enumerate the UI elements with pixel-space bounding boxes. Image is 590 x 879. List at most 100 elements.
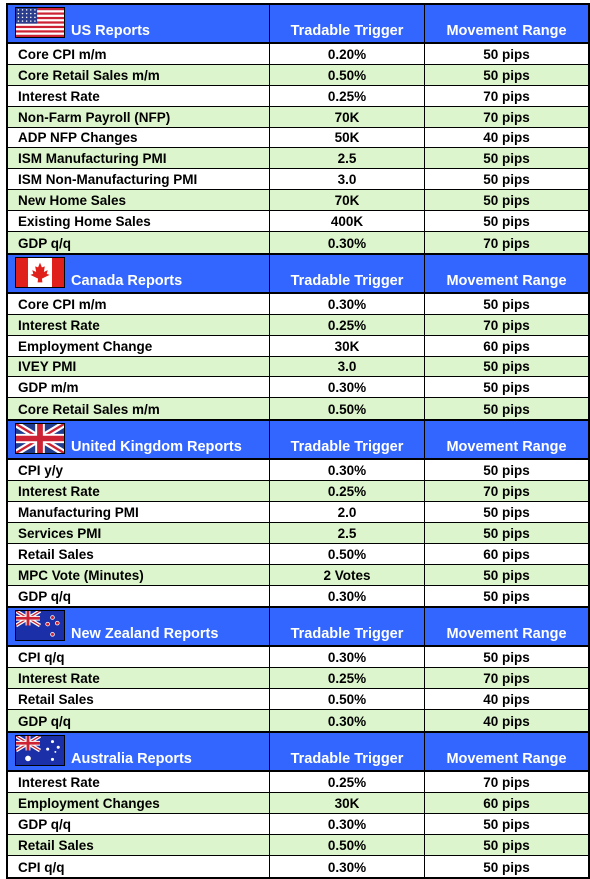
trigger-value: 50K	[334, 130, 360, 146]
range-value: 50 pips	[483, 46, 530, 62]
report-name: Employment Changes	[18, 795, 160, 811]
range-cell: 70 pips	[425, 86, 588, 106]
range-cell: 50 pips	[425, 148, 588, 168]
column-header-trigger: Tradable Trigger	[270, 254, 425, 292]
report-name: ISM Non-Manufacturing PMI	[18, 172, 198, 188]
range-value: 50 pips	[483, 859, 530, 875]
trigger-cell: 3.0	[270, 356, 425, 377]
report-name: Retail Sales	[18, 546, 94, 562]
range-value: 50 pips	[483, 589, 530, 605]
range-cell: 50 pips	[425, 460, 588, 480]
range-value: 50 pips	[483, 402, 530, 418]
trigger-cell: 0.30%	[270, 710, 425, 732]
range-value: 70 pips	[483, 235, 530, 251]
trigger-value: 0.25%	[327, 774, 367, 790]
table-row: Interest Rate 0.25% 70 pips	[8, 85, 588, 107]
trigger-cell: 2.5	[270, 148, 425, 169]
table-row: Retail Sales 0.50% 60 pips	[8, 543, 588, 565]
range-cell: 60 pips	[425, 793, 588, 813]
range-value: 70 pips	[483, 88, 530, 104]
table-row: New Home Sales 70K 50 pips	[8, 190, 588, 212]
report-name: Existing Home Sales	[18, 214, 151, 230]
table-row: MPC Vote (Minutes) 2 Votes 50 pips	[8, 564, 588, 586]
report-name-cell: CPI y/y	[8, 460, 270, 481]
trigger-cell: 70K	[270, 190, 425, 211]
range-value: 50 pips	[483, 193, 530, 209]
report-name-cell: Retail Sales	[8, 834, 270, 855]
table-row: Interest Rate 0.25% 70 pips	[8, 481, 588, 503]
range-value: 50 pips	[483, 359, 530, 375]
report-name-cell: Employment Change	[8, 335, 270, 356]
section-title: New Zealand Reports	[71, 626, 219, 643]
range-cell: 50 pips	[425, 398, 588, 419]
trigger-cell: 0.30%	[270, 813, 425, 834]
range-cell: 60 pips	[425, 336, 588, 356]
range-cell: 70 pips	[425, 315, 588, 335]
report-name-cell: Interest Rate	[8, 481, 270, 502]
report-name-cell: GDP q/q	[8, 710, 270, 732]
table-row: GDP q/q 0.30% 50 pips	[8, 813, 588, 835]
range-value: 50 pips	[483, 151, 530, 167]
range-value: 60 pips	[483, 795, 530, 811]
section-rows: CPI q/q 0.30% 50 pips Interest Rate 0.25…	[8, 647, 588, 732]
section-title: US Reports	[71, 23, 150, 39]
report-name: MPC Vote (Minutes)	[18, 567, 144, 583]
range-value: 50 pips	[483, 837, 530, 853]
column-header-range: Movement Range	[446, 23, 567, 39]
table-row: Interest Rate 0.25% 70 pips	[8, 314, 588, 336]
report-name-cell: Retail Sales	[8, 689, 270, 710]
trigger-value: 0.50%	[327, 67, 367, 83]
trigger-cell: 0.20%	[270, 44, 425, 64]
trigger-value: 0.30%	[327, 589, 367, 605]
range-cell: 50 pips	[425, 357, 588, 377]
trigger-value: 2.5	[337, 151, 357, 167]
range-value: 50 pips	[483, 214, 530, 230]
report-name: Employment Change	[18, 338, 153, 354]
range-value: 50 pips	[483, 296, 530, 312]
range-value: 70 pips	[483, 109, 530, 125]
range-cell: 60 pips	[425, 544, 588, 564]
section-canada: Canada Reports Tradable Trigger Movement…	[8, 254, 588, 422]
report-name: GDP m/m	[18, 380, 79, 396]
range-cell: 50 pips	[425, 586, 588, 607]
column-header-trigger: Tradable Trigger	[270, 5, 425, 42]
trigger-cell: 0.30%	[270, 855, 425, 877]
report-name-cell: Interest Rate	[8, 85, 270, 106]
table-row: CPI q/q 0.30% 50 pips	[8, 647, 588, 669]
reports-table: US Reports Tradable Trigger Movement Ran…	[6, 3, 590, 879]
report-name-cell: Interest Rate	[8, 668, 270, 689]
section-us: US Reports Tradable Trigger Movement Ran…	[8, 5, 588, 255]
trigger-value: 2.0	[337, 504, 357, 520]
range-value: 40 pips	[483, 692, 530, 708]
report-name-cell: Non-Farm Payroll (NFP)	[8, 106, 270, 127]
section-rows: Core CPI m/m 0.30% 50 pips Interest Rate…	[8, 293, 588, 420]
uk-flag-icon	[14, 421, 66, 457]
table-row: Non-Farm Payroll (NFP) 70K 70 pips	[8, 106, 588, 128]
range-cell: 50 pips	[425, 856, 588, 877]
range-cell: 40 pips	[425, 128, 588, 148]
range-cell: 70 pips	[425, 232, 588, 253]
range-cell: 50 pips	[425, 377, 588, 397]
range-cell: 50 pips	[425, 44, 588, 64]
report-name: GDP q/q	[18, 714, 72, 730]
trigger-cell: 0.25%	[270, 314, 425, 335]
range-value: 50 pips	[483, 525, 530, 541]
report-name: CPI y/y	[18, 463, 64, 479]
trigger-cell: 0.50%	[270, 64, 425, 85]
column-header-trigger: Tradable Trigger	[270, 608, 425, 646]
column-header-trigger: Tradable Trigger	[270, 421, 425, 459]
report-name-cell: New Home Sales	[8, 190, 270, 211]
range-cell: 50 pips	[425, 523, 588, 543]
trigger-cell: 0.50%	[270, 543, 425, 564]
section-title-cell: Canada Reports	[8, 254, 270, 292]
report-name-cell: Interest Rate	[8, 314, 270, 335]
table-row: GDP q/q 0.30% 70 pips	[8, 232, 588, 253]
trigger-cell: 0.30%	[270, 460, 425, 481]
range-value: 60 pips	[483, 338, 530, 354]
table-row: Core CPI m/m 0.20% 50 pips	[8, 44, 588, 65]
trigger-value: 0.30%	[327, 235, 367, 251]
range-cell: 50 pips	[425, 65, 588, 85]
section-uk: United Kingdom Reports Tradable Trigger …	[8, 421, 588, 609]
section-rows: CPI y/y 0.30% 50 pips Interest Rate 0.25…	[8, 460, 588, 607]
report-name-cell: Retail Sales	[8, 543, 270, 564]
